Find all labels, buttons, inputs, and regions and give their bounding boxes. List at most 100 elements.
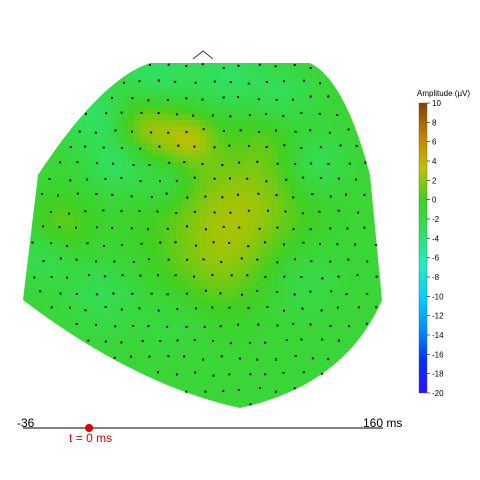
heat-cell [338, 318, 345, 325]
heat-cell [68, 84, 75, 91]
heat-cell [110, 96, 117, 103]
heat-cell [62, 126, 69, 133]
heat-cell [176, 288, 183, 295]
heat-cell [350, 72, 357, 79]
heat-cell [182, 396, 189, 403]
heat-cell [296, 354, 303, 361]
timeline-current-marker[interactable] [85, 424, 94, 432]
heat-cell [302, 288, 309, 295]
heat-cell [68, 186, 75, 193]
heat-cell [212, 318, 219, 325]
electrode-dot [94, 131, 97, 134]
heat-cell [116, 63, 123, 67]
heat-cell [260, 138, 267, 145]
heat-cell [260, 144, 267, 151]
heat-cell [26, 234, 33, 241]
heat-cell [236, 348, 243, 355]
heat-cell [122, 324, 129, 331]
heat-cell [68, 300, 75, 307]
heat-cell [140, 408, 147, 415]
heat-cell [128, 63, 135, 67]
heat-cell [116, 390, 123, 397]
heat-cell [320, 144, 327, 151]
heat-cell [92, 132, 99, 139]
heat-cell [380, 132, 382, 139]
heat-cell [80, 240, 87, 247]
heat-cell [110, 372, 117, 379]
heat-cell [38, 216, 45, 223]
heat-cell [224, 390, 231, 397]
heat-cell [224, 162, 231, 169]
heat-cell [284, 240, 291, 247]
heat-cell [44, 240, 51, 247]
heat-cell [158, 246, 165, 253]
heat-cell [86, 78, 93, 85]
heat-cell [23, 72, 27, 79]
heat-cell [230, 258, 237, 265]
electrode-dot [300, 111, 303, 114]
heat-cell [302, 234, 309, 241]
heat-cell [38, 204, 45, 211]
heat-cell [170, 234, 177, 241]
heat-cell [104, 360, 111, 367]
heat-cell [218, 294, 225, 301]
heat-cell [296, 366, 303, 373]
heat-cell [116, 396, 123, 403]
heat-cell [368, 102, 375, 109]
heat-cell [80, 294, 87, 301]
heat-cell [74, 240, 81, 247]
electrode-dot [222, 390, 225, 393]
heat-cell [170, 138, 177, 145]
heat-cell [146, 150, 153, 157]
heat-cell [86, 114, 93, 121]
heat-cell [86, 294, 93, 301]
heat-cell [116, 138, 123, 145]
heat-cell [380, 306, 382, 313]
heat-cell [122, 342, 129, 349]
heat-cell [356, 246, 363, 253]
heat-cell [320, 186, 327, 193]
heat-cell [98, 150, 105, 157]
heat-cell [104, 252, 111, 259]
heat-cell [284, 114, 291, 121]
electrode-dot [238, 357, 241, 360]
heat-cell [32, 66, 39, 73]
heat-cell [122, 102, 129, 109]
heat-cell [302, 84, 309, 91]
heat-cell [248, 234, 255, 241]
heat-cell [146, 216, 153, 223]
heat-cell [266, 360, 273, 367]
heat-cell [152, 258, 159, 265]
electrode-dot [329, 325, 332, 328]
heat-cell [44, 300, 51, 307]
heat-cell [248, 96, 255, 103]
heat-cell [254, 336, 261, 343]
heat-cell [332, 348, 339, 355]
heat-cell [332, 168, 339, 175]
heat-cell [38, 108, 45, 115]
heat-cell [278, 342, 285, 349]
heat-cell [230, 90, 237, 97]
heat-cell [116, 342, 123, 349]
heat-cell [170, 306, 177, 313]
heat-cell [92, 240, 99, 247]
heat-cell [152, 276, 159, 283]
heat-cell [116, 156, 123, 163]
heat-cell [164, 108, 171, 115]
heat-cell [266, 204, 273, 211]
heat-cell [104, 84, 111, 91]
electrode-dot [50, 275, 53, 278]
heat-cell [206, 96, 213, 103]
heat-cell [296, 120, 303, 127]
heat-cell [50, 234, 57, 241]
heat-cell [272, 402, 279, 408]
electrode-dot [42, 225, 45, 228]
electrode-dot [309, 323, 312, 326]
heat-cell [74, 168, 81, 175]
heat-cell [296, 276, 303, 283]
heat-cell [152, 198, 159, 205]
heat-cell [104, 288, 111, 295]
heat-cell [116, 330, 123, 337]
heat-cell [320, 318, 327, 325]
heat-cell [200, 228, 207, 235]
